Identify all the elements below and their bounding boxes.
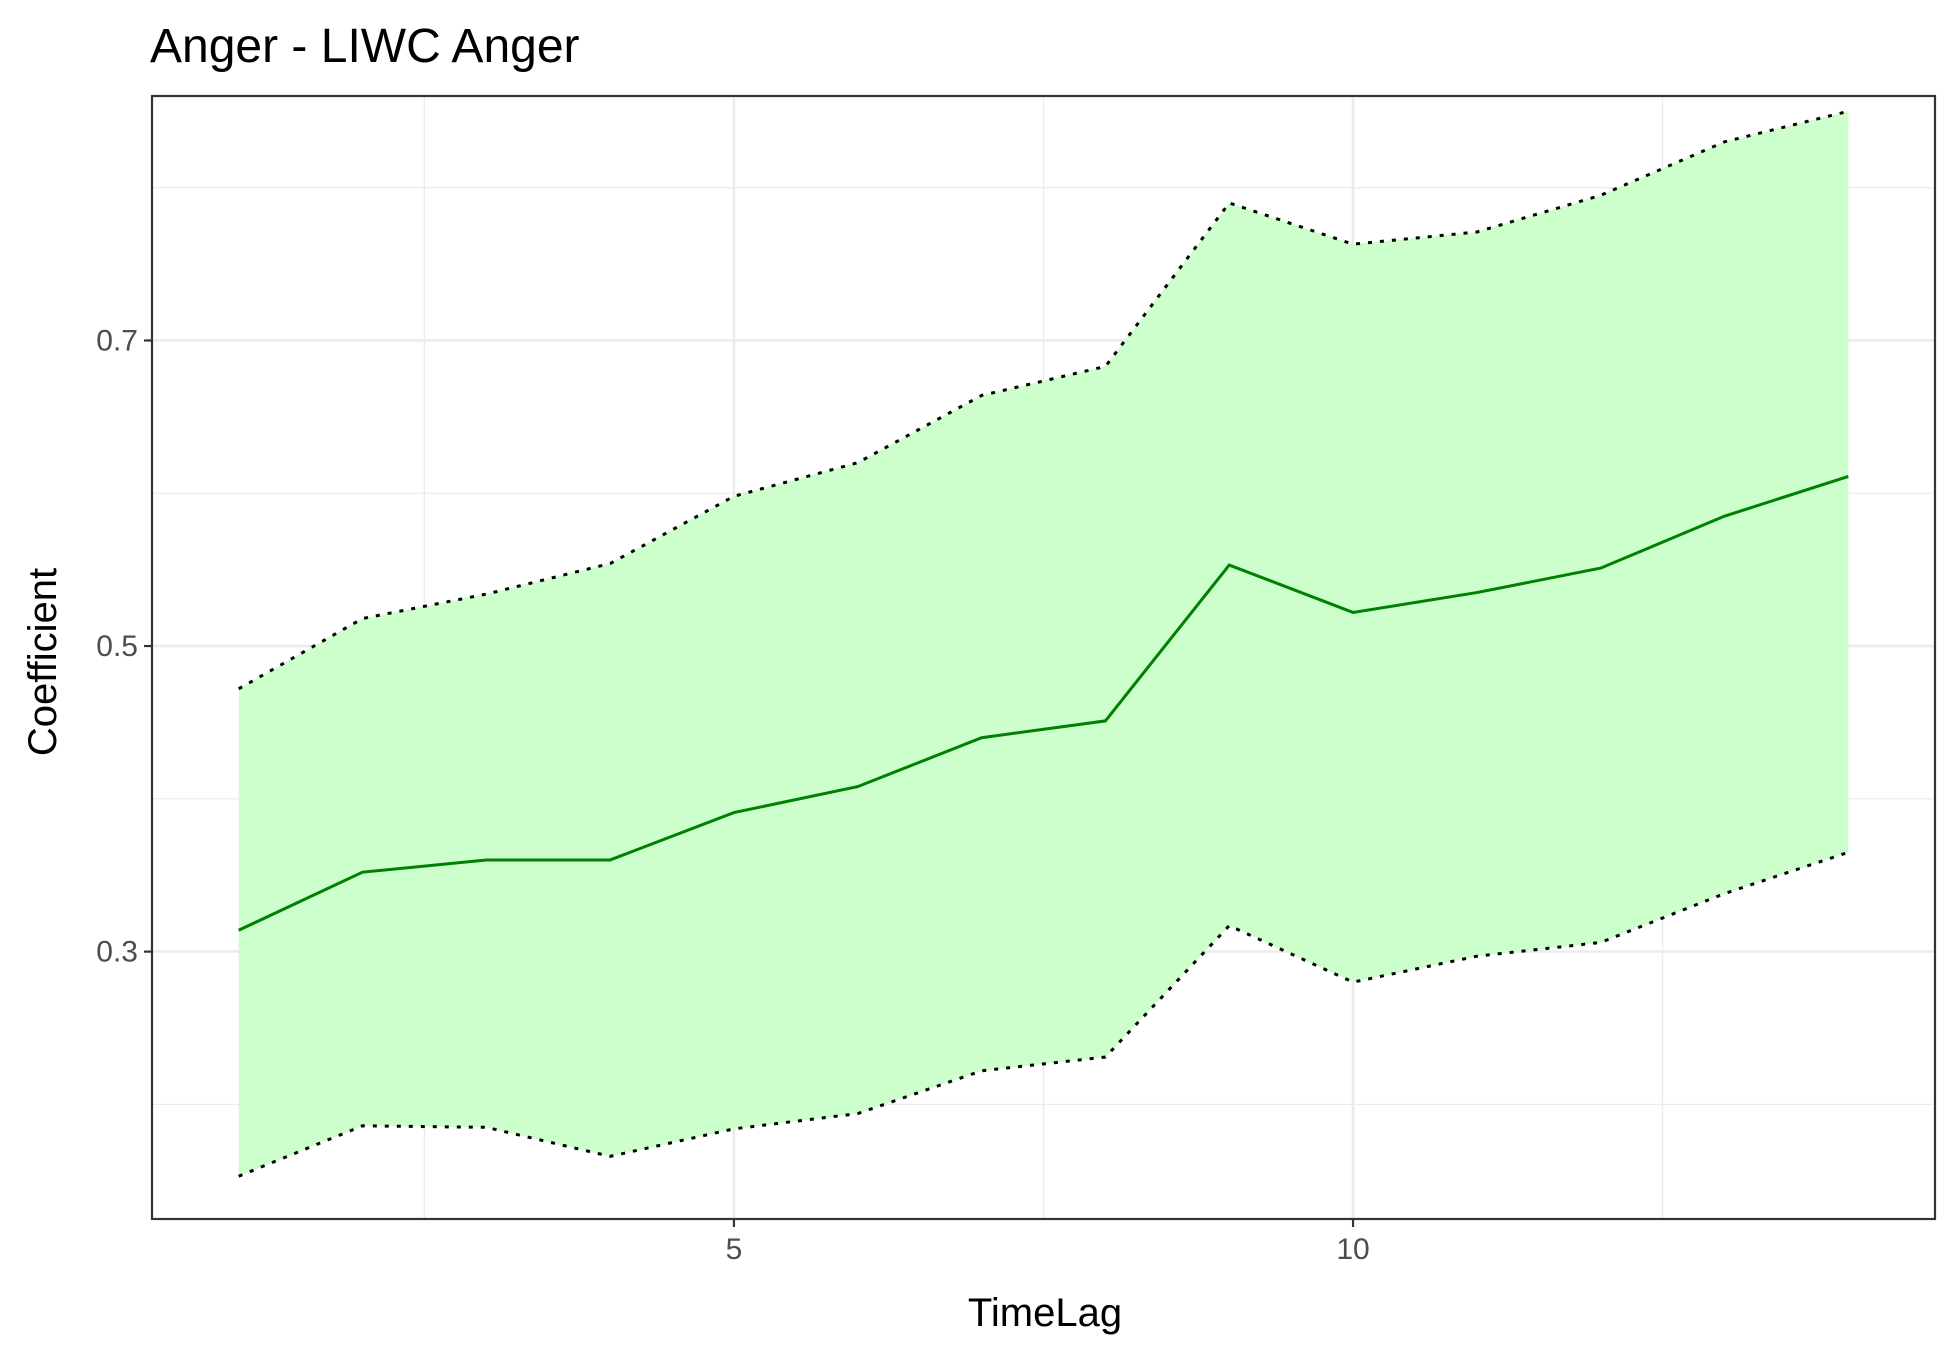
x-axis-title: TimeLag xyxy=(968,1291,1122,1335)
upper-bound-line xyxy=(237,109,1849,691)
x-tick-label: 5 xyxy=(726,1233,743,1266)
y-tick-label: 0.5 xyxy=(96,630,138,663)
confidence-ribbon xyxy=(238,111,1849,1177)
y-tick-label: 0.3 xyxy=(96,936,138,969)
chart-title: Anger - LIWC Anger xyxy=(150,20,580,73)
y-tick-label: 0.7 xyxy=(96,324,138,357)
x-tick-label: 10 xyxy=(1336,1233,1369,1266)
lower-bound-line xyxy=(238,850,1849,1178)
panel-border xyxy=(150,94,1937,1221)
y-axis-title: Coefficient xyxy=(21,568,65,756)
estimate-line xyxy=(238,475,1849,932)
